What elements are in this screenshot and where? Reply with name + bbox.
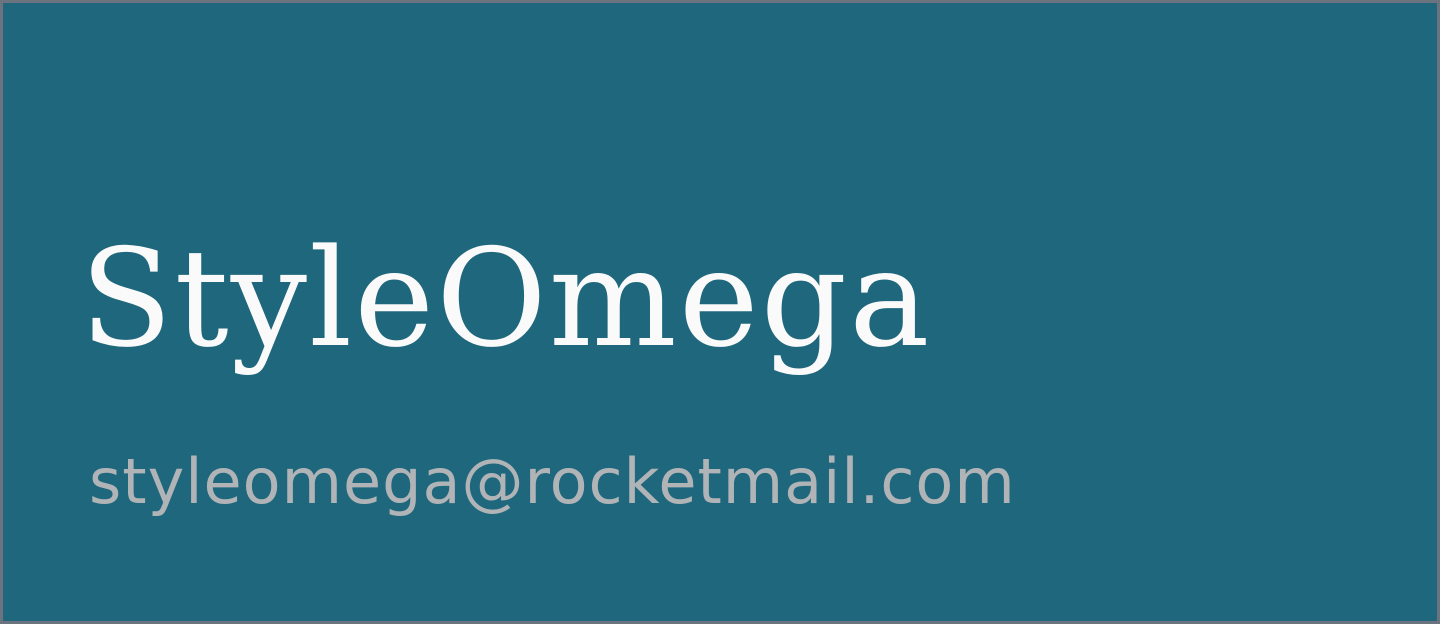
brand-name: StyleOmega — [80, 220, 932, 377]
brand-banner: StyleOmega styleomega@rocketmail.com — [3, 3, 1437, 621]
contact-email: styleomega@rocketmail.com — [89, 445, 1016, 518]
